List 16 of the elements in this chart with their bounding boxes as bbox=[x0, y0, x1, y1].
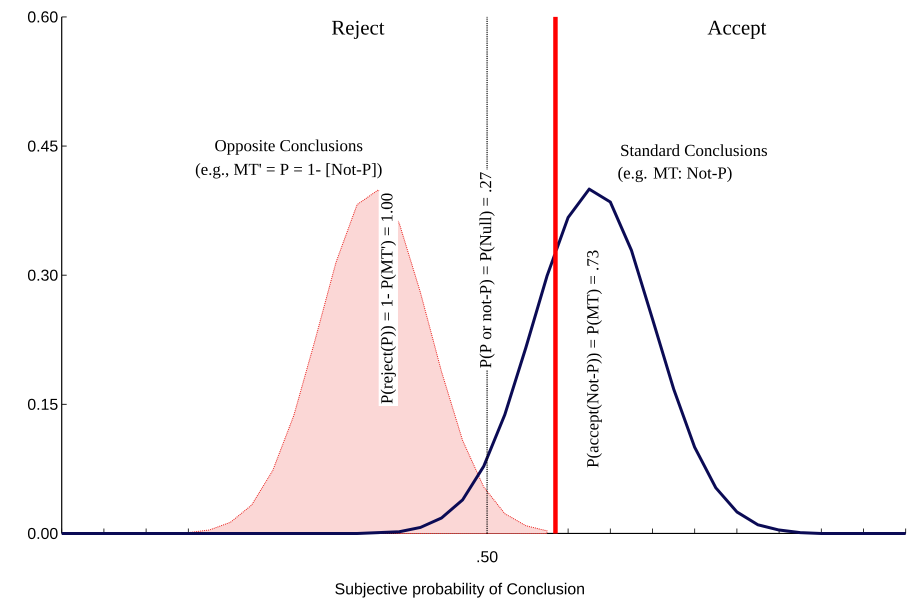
y-tick-label: 0.15 bbox=[28, 398, 58, 410]
y-tick-label: 0.45 bbox=[28, 140, 58, 152]
x-axis-title: Subjective probability of Conclusion bbox=[335, 582, 584, 598]
annotation: Opposite Conclusions bbox=[215, 139, 362, 155]
annotation: (e.g., MT' = P = 1- [Not-P]) bbox=[196, 163, 382, 178]
annotation: P(accept(Not-P)) = P(MT) = .73 bbox=[586, 250, 602, 468]
y-tick-label: 0.00 bbox=[28, 528, 58, 540]
y-tick-label: 0.60 bbox=[28, 11, 58, 22]
annotation: Accept bbox=[708, 20, 766, 39]
text: .50 bbox=[478, 551, 498, 562]
annotation: Standard Conclusions bbox=[621, 144, 767, 156]
annotation: P(P or not-P) = P(Null) = .27 bbox=[479, 172, 495, 368]
annotation: Reject bbox=[332, 20, 384, 39]
annotation: P(reject(P)) = 1- P(MT') = 1.00 bbox=[380, 193, 396, 404]
y-tick-label: 0.30 bbox=[28, 270, 58, 281]
annotation: (e.g. MT: Not-P) bbox=[618, 166, 732, 182]
